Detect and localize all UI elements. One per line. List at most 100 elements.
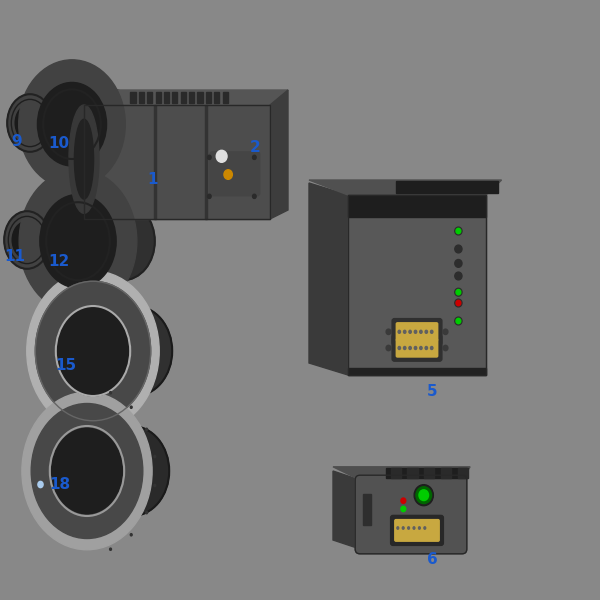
Bar xyxy=(214,92,220,103)
Ellipse shape xyxy=(15,104,45,142)
Ellipse shape xyxy=(420,330,422,334)
Text: 10: 10 xyxy=(48,136,70,151)
Ellipse shape xyxy=(56,306,130,396)
Ellipse shape xyxy=(414,346,416,349)
Text: 9: 9 xyxy=(11,133,22,148)
Bar xyxy=(206,92,211,103)
Bar xyxy=(441,468,451,478)
Ellipse shape xyxy=(74,119,94,199)
Text: 5: 5 xyxy=(427,384,437,398)
Ellipse shape xyxy=(22,392,152,550)
Bar xyxy=(84,105,270,219)
Ellipse shape xyxy=(455,245,462,253)
Ellipse shape xyxy=(19,169,137,313)
Ellipse shape xyxy=(413,527,415,529)
FancyBboxPatch shape xyxy=(397,323,438,341)
Ellipse shape xyxy=(216,150,227,162)
Text: 2: 2 xyxy=(250,139,260,154)
Ellipse shape xyxy=(95,426,169,516)
Polygon shape xyxy=(87,428,94,514)
Bar xyxy=(348,368,486,375)
Polygon shape xyxy=(72,89,111,159)
Ellipse shape xyxy=(146,511,148,514)
Text: 6: 6 xyxy=(427,552,437,568)
Polygon shape xyxy=(93,306,135,396)
Polygon shape xyxy=(84,90,288,105)
Ellipse shape xyxy=(419,527,420,529)
Text: 1: 1 xyxy=(148,173,158,187)
Ellipse shape xyxy=(253,155,256,160)
FancyBboxPatch shape xyxy=(210,152,260,196)
Ellipse shape xyxy=(22,94,68,152)
Polygon shape xyxy=(72,91,77,157)
FancyBboxPatch shape xyxy=(392,319,442,345)
Bar xyxy=(84,105,270,219)
Bar xyxy=(181,92,186,103)
Text: 11: 11 xyxy=(5,250,25,264)
Ellipse shape xyxy=(38,481,43,488)
FancyBboxPatch shape xyxy=(355,475,467,554)
Ellipse shape xyxy=(414,485,433,506)
Text: 12: 12 xyxy=(48,254,70,269)
Ellipse shape xyxy=(404,330,406,334)
Bar xyxy=(189,92,194,103)
Ellipse shape xyxy=(409,346,412,349)
Ellipse shape xyxy=(386,345,391,350)
Polygon shape xyxy=(30,94,45,152)
Ellipse shape xyxy=(19,211,65,269)
Polygon shape xyxy=(30,146,45,152)
Ellipse shape xyxy=(110,392,112,394)
Polygon shape xyxy=(333,467,470,480)
FancyBboxPatch shape xyxy=(391,515,443,545)
Ellipse shape xyxy=(208,155,211,160)
Ellipse shape xyxy=(224,170,232,179)
Bar xyxy=(197,92,203,103)
Bar xyxy=(458,468,468,478)
Polygon shape xyxy=(386,468,467,478)
Ellipse shape xyxy=(408,527,409,529)
Ellipse shape xyxy=(4,211,50,269)
Bar xyxy=(147,92,152,103)
Polygon shape xyxy=(309,180,502,195)
Ellipse shape xyxy=(419,490,428,500)
Ellipse shape xyxy=(386,329,391,335)
Ellipse shape xyxy=(208,194,211,199)
Polygon shape xyxy=(27,263,42,269)
Ellipse shape xyxy=(455,227,462,235)
Ellipse shape xyxy=(31,403,143,539)
Ellipse shape xyxy=(456,228,461,233)
Ellipse shape xyxy=(425,330,427,334)
Polygon shape xyxy=(78,204,83,278)
Ellipse shape xyxy=(424,527,426,529)
Ellipse shape xyxy=(425,346,427,349)
Ellipse shape xyxy=(443,329,448,335)
Ellipse shape xyxy=(401,498,406,503)
Bar xyxy=(205,105,206,219)
Ellipse shape xyxy=(130,533,132,536)
FancyBboxPatch shape xyxy=(397,339,438,357)
Ellipse shape xyxy=(253,194,256,199)
Ellipse shape xyxy=(431,346,433,349)
Ellipse shape xyxy=(455,289,462,296)
Bar xyxy=(348,195,486,217)
Text: 18: 18 xyxy=(49,478,71,492)
Ellipse shape xyxy=(130,406,132,409)
Polygon shape xyxy=(270,90,288,219)
Bar xyxy=(363,494,371,525)
Ellipse shape xyxy=(154,484,156,487)
Ellipse shape xyxy=(12,221,42,259)
Bar xyxy=(424,468,434,478)
Ellipse shape xyxy=(416,487,431,503)
Ellipse shape xyxy=(27,271,159,431)
Ellipse shape xyxy=(456,300,461,305)
Ellipse shape xyxy=(91,202,155,280)
Ellipse shape xyxy=(98,306,172,396)
Ellipse shape xyxy=(409,330,412,334)
Ellipse shape xyxy=(403,527,404,529)
Bar xyxy=(155,92,161,103)
Ellipse shape xyxy=(154,455,156,458)
FancyBboxPatch shape xyxy=(392,335,442,361)
Ellipse shape xyxy=(401,506,406,512)
Bar xyxy=(164,92,169,103)
Bar xyxy=(223,92,227,103)
